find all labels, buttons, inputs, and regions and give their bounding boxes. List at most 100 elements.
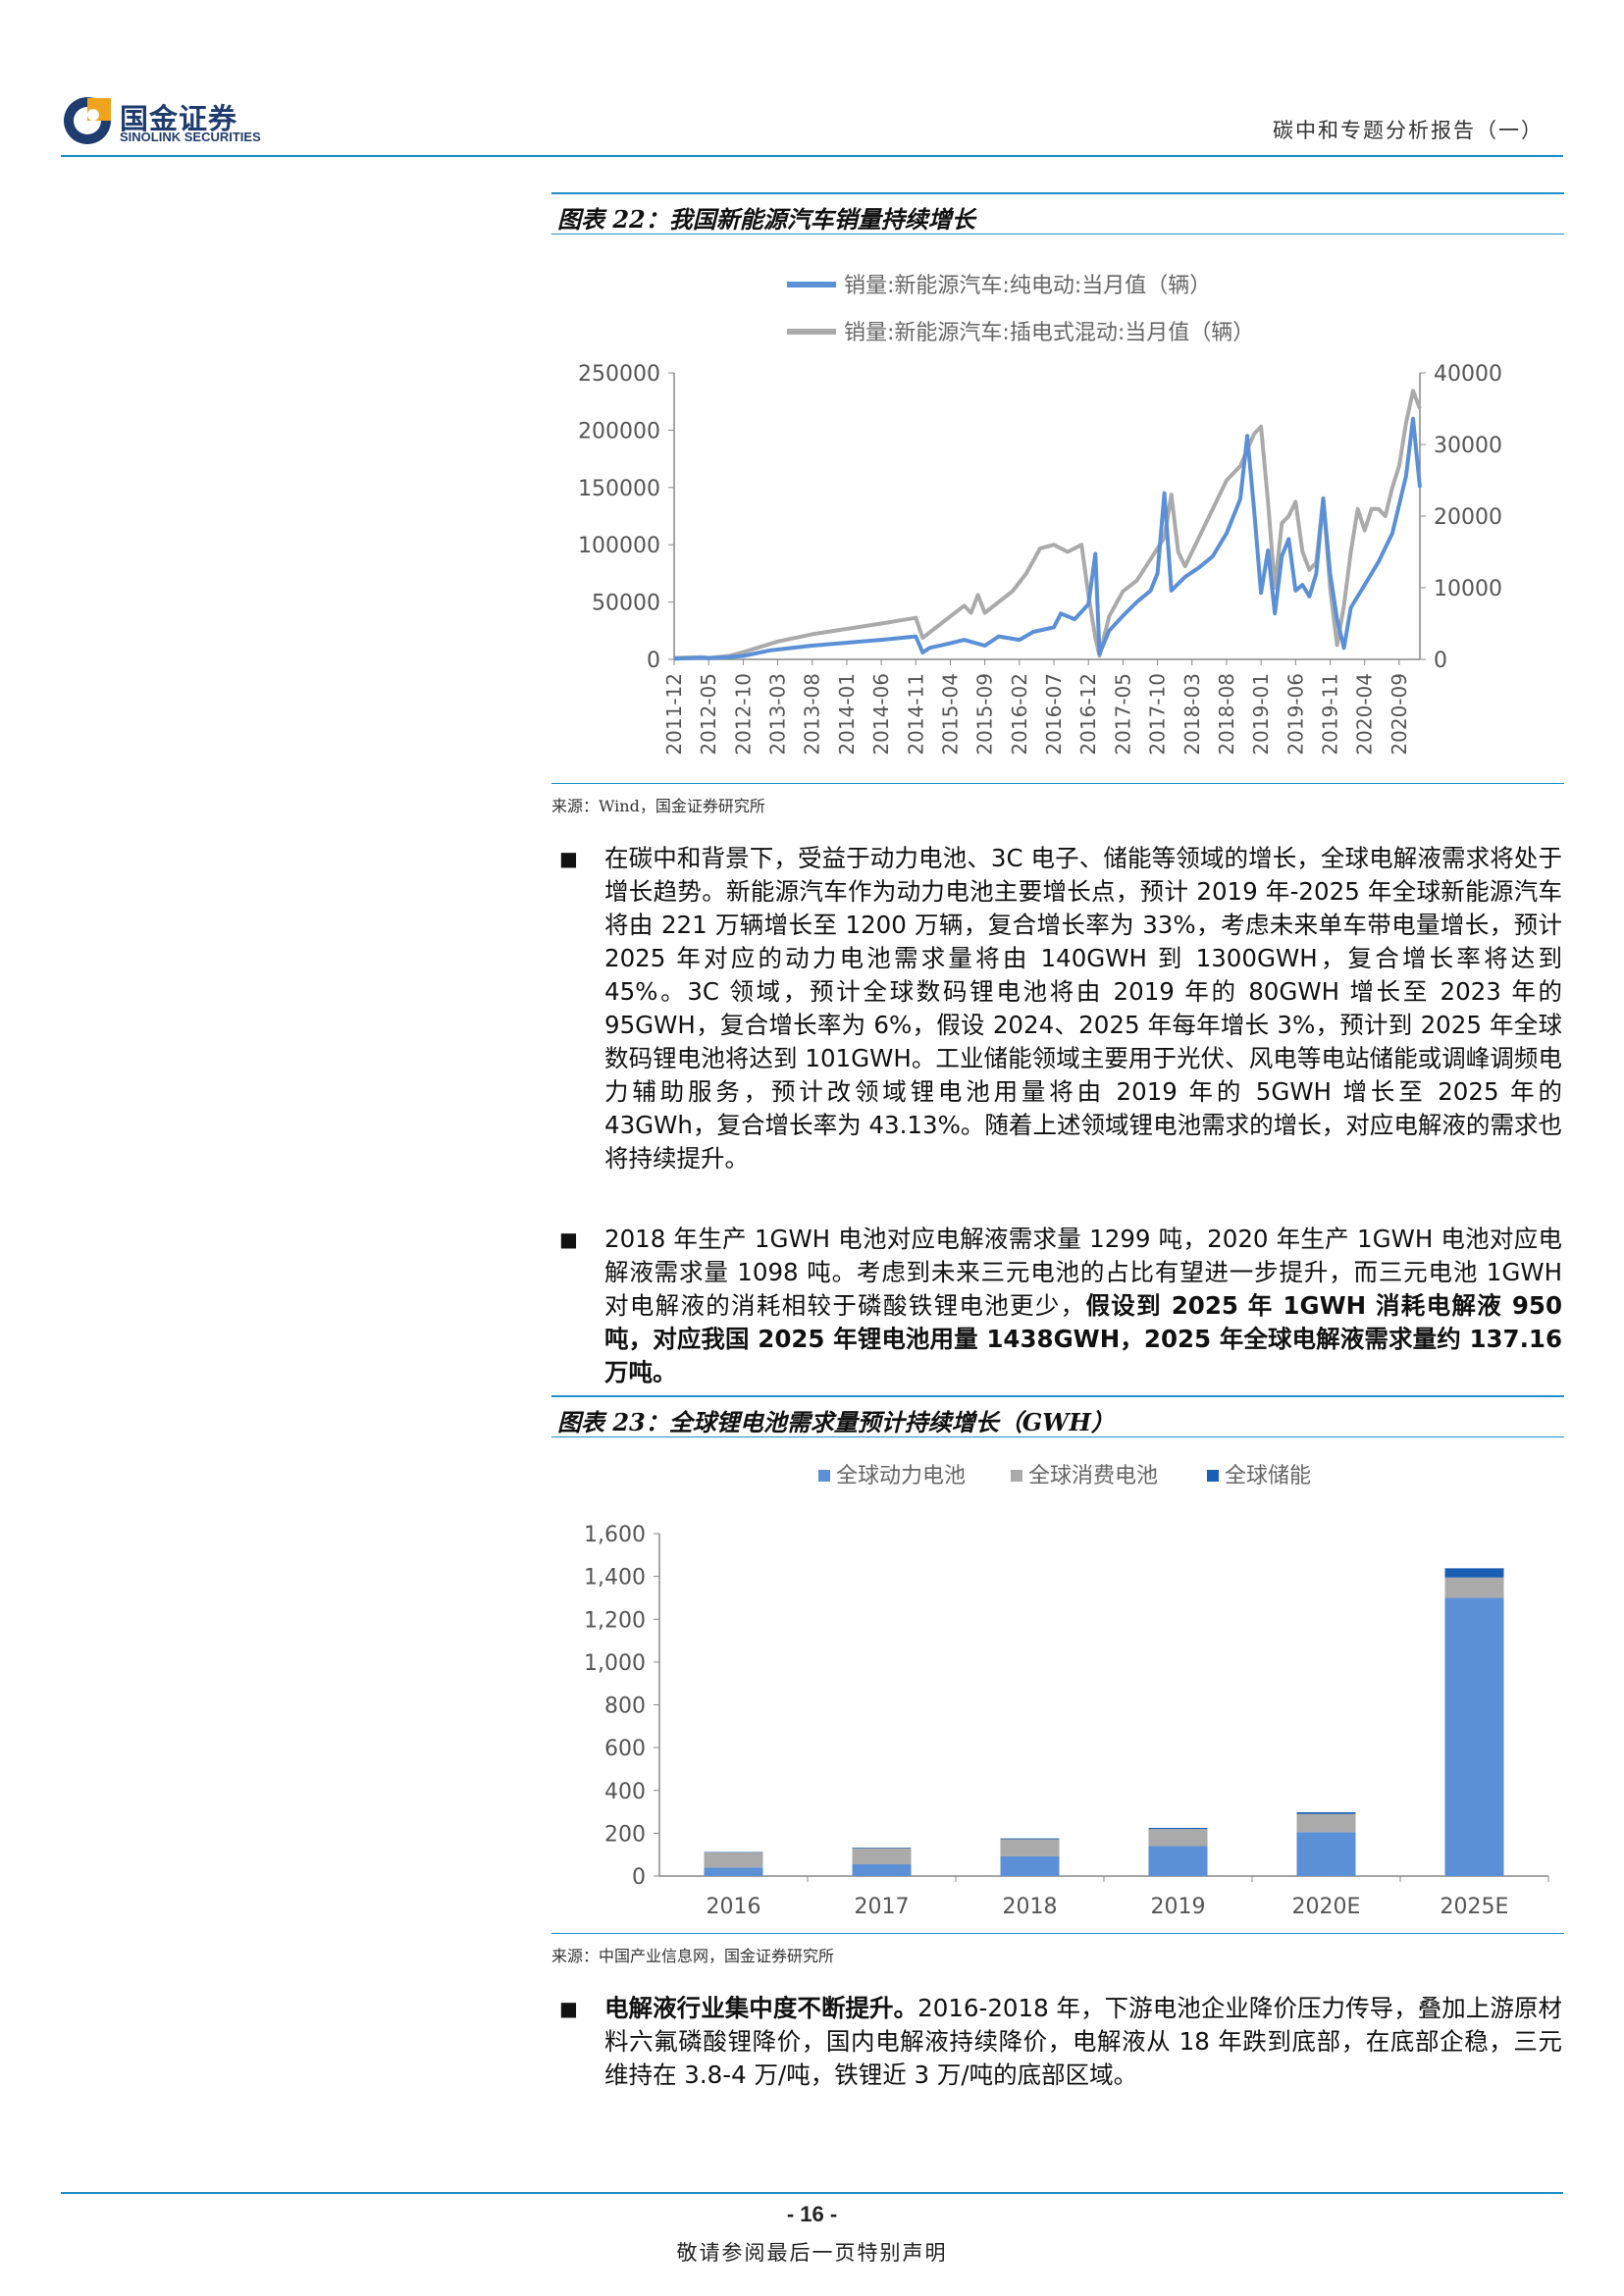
paragraph-2-normal: 2018 年生产 1GWH 电池对应电解液需求量 1299 吨，2020 年生产…	[604, 1225, 1562, 1320]
legend-label: 销量:新能源汽车:插电式混动:当月值（辆）	[844, 321, 1254, 345]
y-right-tick-label: 30000	[1434, 434, 1502, 458]
bar-segment	[1148, 1829, 1208, 1847]
figure-23-bottom-divider	[551, 1933, 1564, 1934]
bar-segment	[704, 1852, 763, 1853]
paragraph-2-text: 2018 年生产 1GWH 电池对应电解液需求量 1299 吨，2020 年生产…	[604, 1223, 1562, 1389]
chart-legend: 销量:新能源汽车:纯电动:当月值（辆） 销量:新能源汽车:插电式混动:当月值（辆）	[787, 274, 1254, 345]
y-right-tick-label: 10000	[1434, 577, 1502, 601]
chart-axes: 0 200 400 600 800 1,000 1,200 1,400 1,600 2016 201…	[584, 1523, 1549, 1919]
legend-label: 全球消费电池	[1028, 1464, 1158, 1488]
x-tick-label: 2019-11	[1319, 673, 1342, 756]
figure-22-bottom-divider	[551, 783, 1564, 784]
y-tick-label: 600	[604, 1737, 646, 1761]
legend-swatch	[1207, 1470, 1219, 1482]
y-left-tick-label: 250000	[578, 362, 660, 387]
y-tick-label: 1,200	[584, 1608, 646, 1633]
chart-axes: 0 50000 100000 150000 200000 250000 0 10000 2000…	[578, 362, 1502, 756]
x-tick-label: 2012-05	[697, 673, 720, 756]
y-left-tick-label: 150000	[578, 477, 660, 501]
page-number: - 16 -	[786, 2202, 838, 2226]
legend-swatch	[818, 1470, 830, 1482]
footer-divider	[61, 2192, 1563, 2194]
series-line-bev	[673, 416, 1422, 661]
lithium-demand-bar-chart: 全球动力电池 全球消费电池 全球储能 0 200 400 600 800 1,000 1,200 1…	[584, 1464, 1549, 1919]
y-tick-label: 0	[632, 1865, 646, 1890]
figure-22-source: 来源：Wind，国金证券研究所	[551, 797, 765, 815]
x-tick-label: 2020-09	[1388, 673, 1411, 756]
figure-22-title: 图表 22：我国新能源汽车销量持续增长	[557, 205, 975, 234]
x-tick-label: 2014-06	[869, 673, 893, 756]
x-tick-label: 2011-12	[662, 673, 686, 756]
bar-segment	[1000, 1855, 1060, 1876]
bar-segment	[852, 1864, 912, 1876]
legend-label: 全球储能	[1225, 1464, 1311, 1488]
y-tick-label: 1,600	[584, 1523, 646, 1547]
series-line-phev	[673, 389, 1422, 660]
x-tick-label: 2016-07	[1042, 673, 1066, 756]
x-tick-label: 2019	[1151, 1895, 1206, 1919]
y-tick-label: 800	[604, 1695, 646, 1719]
bullet-icon: ■	[559, 1997, 578, 2020]
x-tick-label: 2025E	[1441, 1895, 1509, 1919]
paragraph-2-bold: 假设到 2025 年 1GWH 消耗电解液 950 吨，对应我国 2025 年锂…	[604, 1291, 1562, 1386]
x-tick-label: 2017-10	[1146, 673, 1170, 756]
bar-segment	[1000, 1839, 1060, 1856]
x-tick-label: 2019-01	[1249, 673, 1273, 756]
bar-segment	[704, 1852, 763, 1868]
figure-23-title: 图表 23：全球锂电池需求量预计持续增长（GWH）	[557, 1408, 1115, 1436]
bar-segment	[1296, 1811, 1356, 1814]
y-right-tick-label: 20000	[1434, 505, 1502, 530]
footer-disclaimer: 敬请参阅最后一页特别声明	[676, 2241, 948, 2265]
x-tick-label: 2013-08	[801, 673, 824, 756]
legend-label: 全球动力电池	[836, 1464, 966, 1488]
y-left-tick-label: 0	[647, 649, 660, 673]
paragraph-3-text: 电解液行业集中度不断提升。2016-2018 年，下游电池企业降价压力传导，叠加…	[604, 1992, 1562, 2092]
chart-series	[673, 389, 1422, 661]
x-tick-label: 2016	[707, 1895, 761, 1919]
bar-segment	[852, 1848, 912, 1865]
x-tick-label: 2015-09	[973, 673, 997, 756]
y-tick-label: 1,400	[584, 1566, 646, 1591]
paragraph-3-normal: 2016-2018 年，下游电池企业降价压力传导，叠加上游原材料六氟磷酸锂降价，…	[604, 1994, 1563, 2089]
bar-segment	[1444, 1597, 1504, 1876]
x-tick-label: 2013-03	[766, 673, 790, 756]
x-tick-label: 2012-10	[731, 673, 755, 756]
x-tick-label: 2017	[855, 1895, 910, 1919]
y-left-tick-label: 50000	[592, 592, 660, 616]
bullet-icon: ■	[559, 1227, 578, 1251]
figure-23-title-bar: 图表 23：全球锂电池需求量预计持续增长（GWH）	[551, 1395, 1564, 1437]
bar-segment	[1296, 1832, 1356, 1876]
bullet-icon: ■	[559, 847, 578, 870]
x-tick-label: 2018-08	[1215, 673, 1238, 756]
chart-bars	[704, 1568, 1504, 1876]
paragraph-3-bold: 电解液行业集中度不断提升。	[604, 1994, 918, 2022]
legend-swatch	[1011, 1470, 1022, 1482]
x-tick-label: 2020E	[1292, 1895, 1361, 1919]
header-divider	[61, 155, 1563, 157]
x-tick-label: 2019-06	[1283, 673, 1307, 756]
y-tick-label: 1,000	[584, 1651, 646, 1676]
x-tick-label: 2018	[1003, 1895, 1058, 1919]
x-tick-label: 2014-11	[904, 673, 927, 756]
figure-22-title-bar: 图表 22：我国新能源汽车销量持续增长	[551, 192, 1564, 235]
company-name-en: SINOLINK SECURITIES	[120, 130, 261, 144]
paragraph-1-text: 在碳中和背景下，受益于动力电池、3C 电子、储能等领域的增长，全球电解液需求将处…	[604, 844, 1562, 1173]
bar-segment	[704, 1867, 763, 1876]
company-logo: 国金证券 SINOLINK SECURITIES	[61, 94, 316, 149]
logo-mark-icon	[64, 97, 111, 144]
bar-segment	[1148, 1846, 1208, 1876]
x-tick-label: 2016-02	[1008, 673, 1031, 756]
report-title: 碳中和专题分析报告（一）	[1273, 119, 1544, 142]
company-name-cn: 国金证券	[120, 102, 238, 135]
bar-segment	[1296, 1813, 1356, 1833]
y-right-tick-label: 40000	[1434, 362, 1502, 387]
x-tick-label: 2016-12	[1076, 673, 1100, 756]
x-tick-label: 2017-05	[1111, 673, 1134, 756]
chart-legend: 全球动力电池 全球消费电池 全球储能	[818, 1464, 1311, 1488]
figure-23-source: 来源：中国产业信息网，国金证券研究所	[551, 1947, 835, 1965]
x-tick-label: 2018-03	[1180, 673, 1204, 756]
legend-label: 销量:新能源汽车:纯电动:当月值（辆）	[844, 274, 1211, 298]
x-tick-label: 2014-01	[835, 673, 859, 756]
y-left-tick-label: 200000	[578, 419, 660, 444]
bar-segment	[1148, 1827, 1208, 1830]
